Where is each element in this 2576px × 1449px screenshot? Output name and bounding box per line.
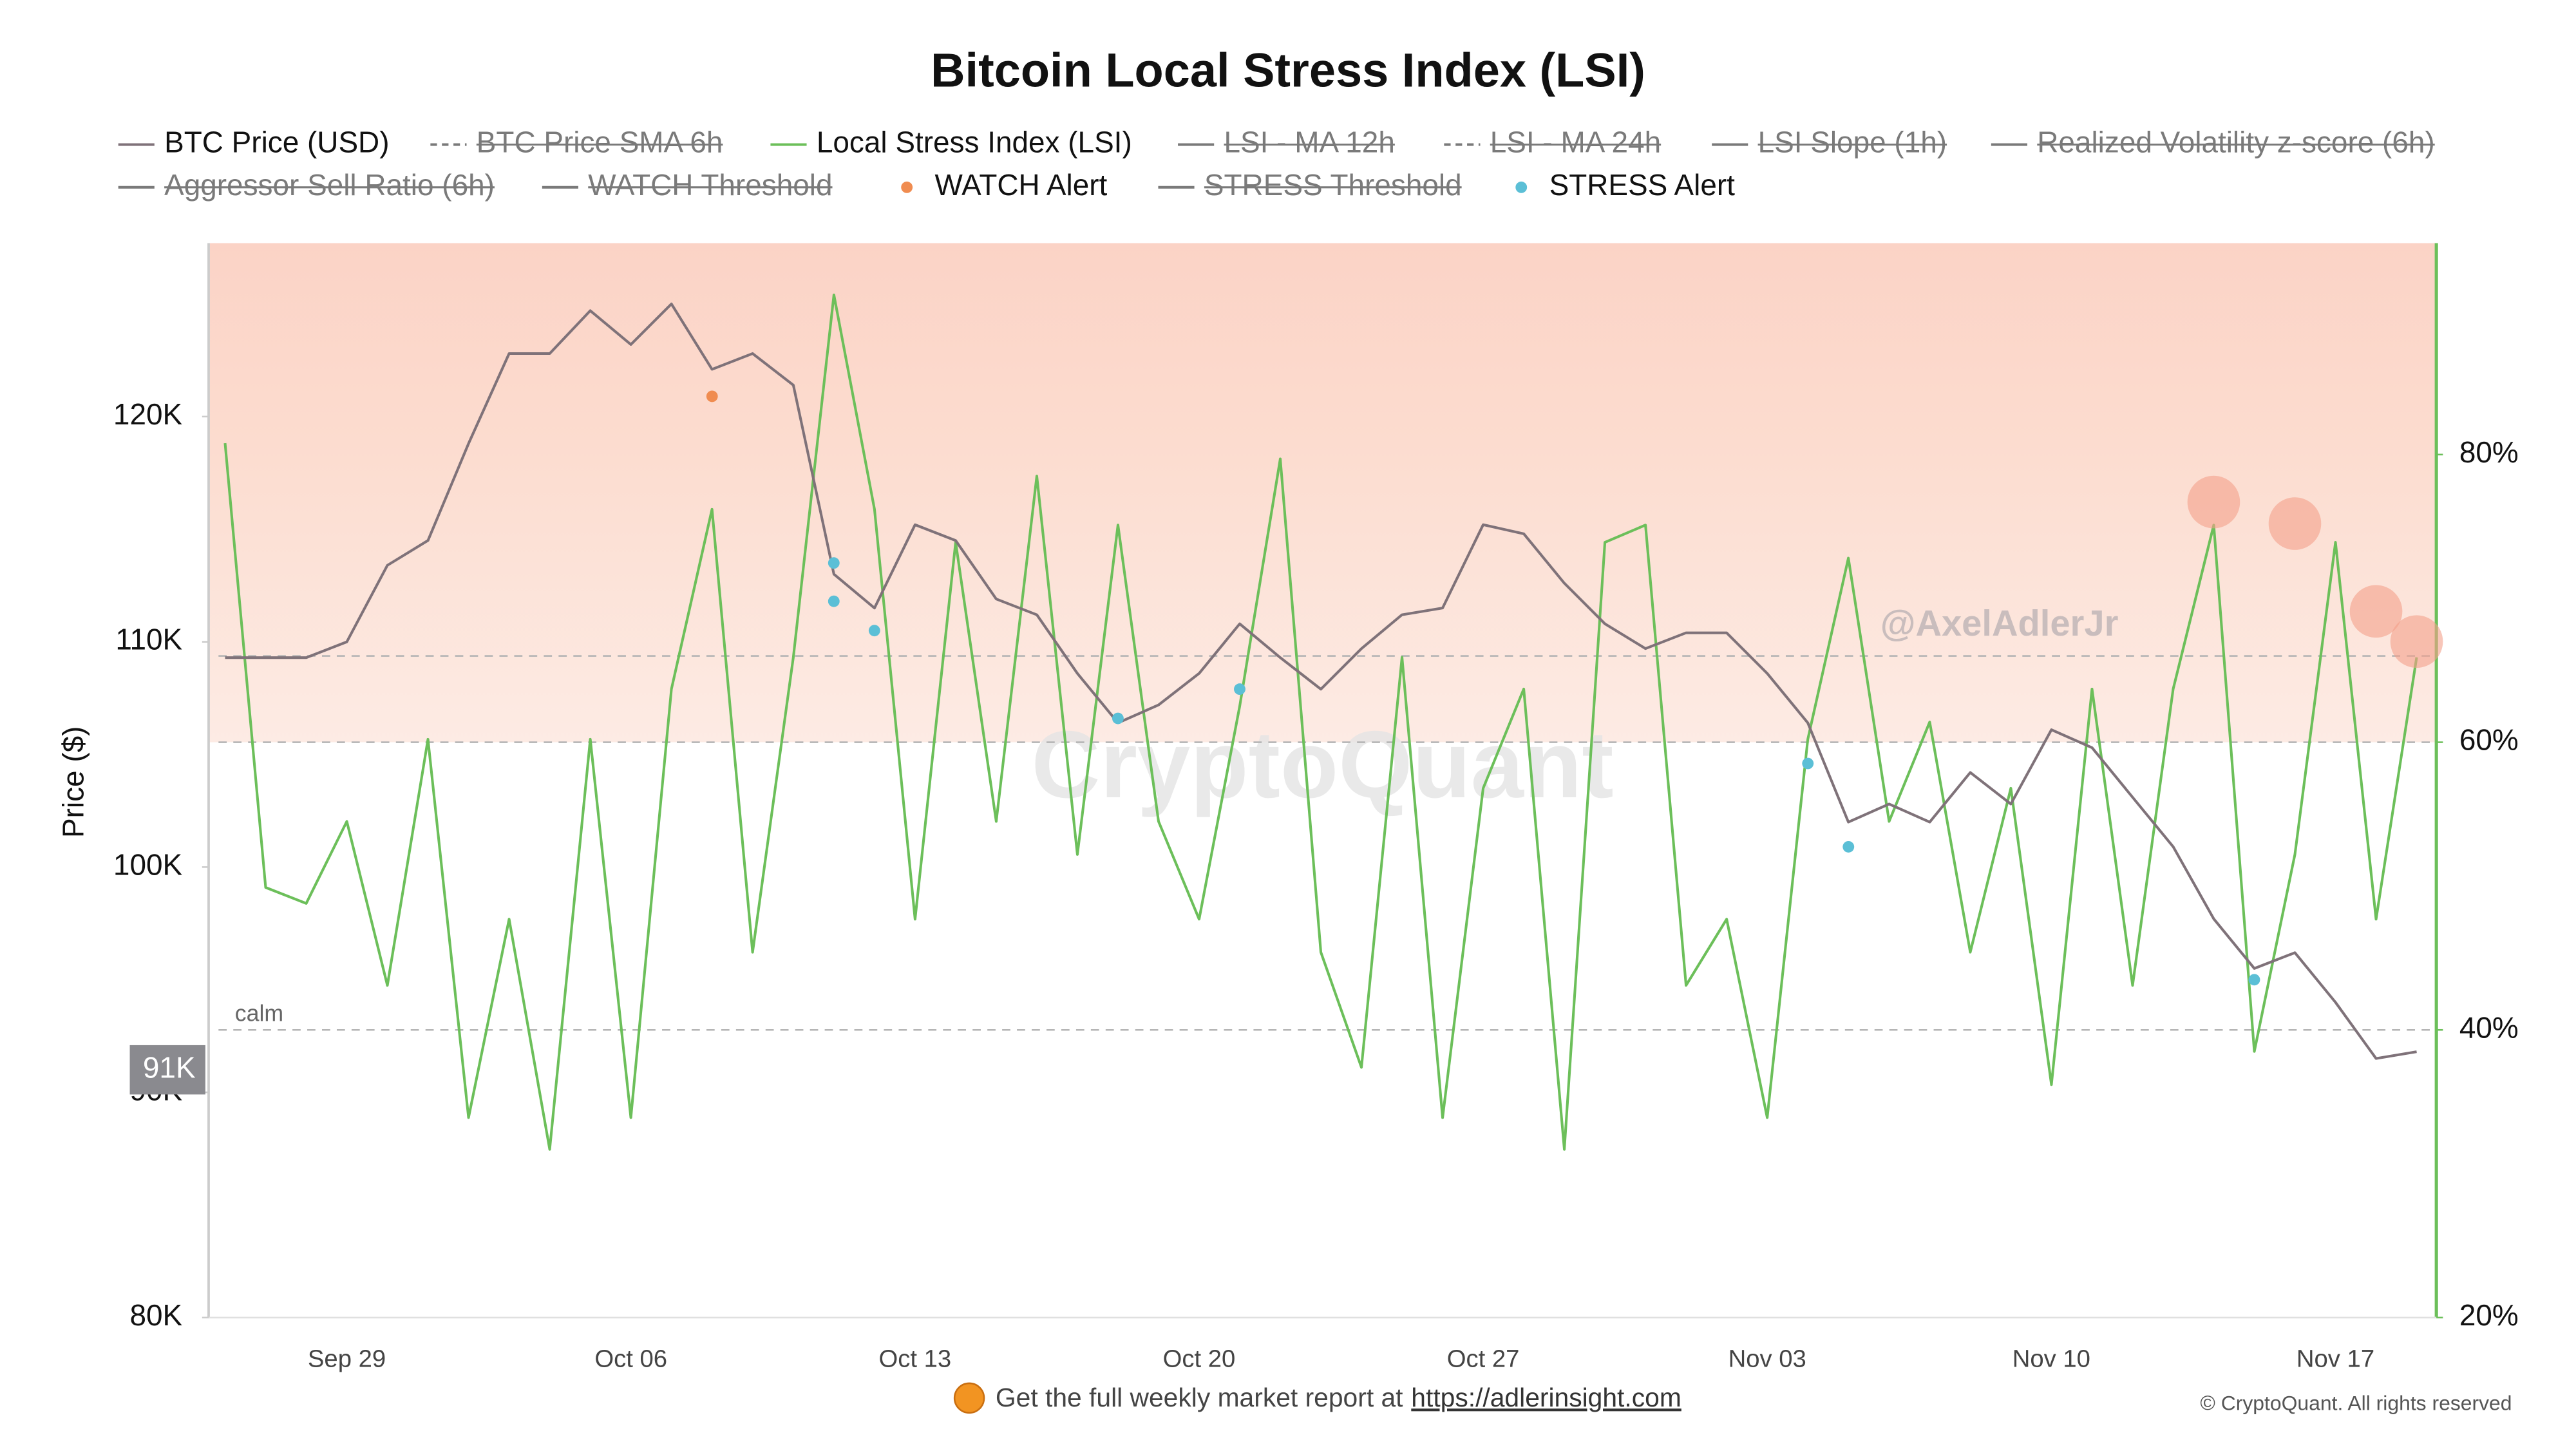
x-tick-label: Nov 10 [2012,1345,2090,1372]
legend-item[interactable]: WATCH Alert [901,168,1108,202]
alert-point [828,595,840,607]
legend-item[interactable]: Aggressor Sell Ratio (6h) [118,168,495,202]
y-tick-label: 120K [113,397,183,431]
alert-point [1802,757,1814,770]
x-tick-label: Nov 03 [1728,1345,1806,1372]
watermark: CryptoQuant [1032,712,1614,818]
x-tick-label: Sep 29 [308,1345,386,1372]
y-tick-label: 100K [113,848,183,882]
y2-tick-label: 60% [2459,723,2519,757]
legend-item[interactable]: STRESS Alert [1515,168,1735,202]
legend-item[interactable]: BTC Price (USD) [118,126,390,159]
reference-label: calm [235,1001,283,1027]
legend-label: LSI - MA 12h [1224,126,1395,159]
x-tick-label: Nov 17 [2297,1345,2374,1372]
copyright: © CryptoQuant. All rights reserved [2200,1392,2512,1415]
legend-label: LSI - MA 24h [1490,126,1661,159]
legend-label: BTC Price (USD) [164,126,389,159]
y2-tick-label: 20% [2459,1298,2519,1332]
last-price-box [129,1045,205,1095]
legend-item[interactable]: Realized Volatility z-score (6h) [1991,126,2435,159]
credit-watermark: @AxelAdlerJr [1880,603,2119,643]
legend-item[interactable]: WATCH Threshold [542,168,833,202]
legend-label: LSI Slope (1h) [1758,126,1947,159]
chart-title: Bitcoin Local Stress Index (LSI) [931,43,1645,97]
y-tick-label: 80K [129,1298,182,1332]
alert-point [868,625,880,637]
legend-label: Realized Volatility z-score (6h) [2037,126,2434,159]
legend-label: BTC Price SMA 6h [477,126,723,159]
legend-label: STRESS Threshold [1204,168,1462,202]
alert-point [1842,840,1855,853]
alert-point [828,557,840,569]
alert-point [1112,712,1124,724]
legend-label: STRESS Alert [1549,168,1736,202]
x-tick-label: Oct 27 [1447,1345,1520,1372]
legend-item[interactable]: STRESS Threshold [1158,168,1462,202]
legend-item[interactable]: Local Stress Index (LSI) [770,126,1132,159]
alert-point [1234,683,1245,696]
stress-zone [208,243,2437,743]
y-tick-label: 110K [115,623,182,656]
x-tick-label: Oct 13 [878,1345,951,1372]
footer-text: Get the full weekly market report at [996,1383,1403,1412]
last-price-label: 91K [143,1050,196,1084]
footer-link[interactable]: https://adlerinsight.com [1411,1383,1681,1412]
legend-label: WATCH Alert [935,168,1108,202]
x-tick-label: Oct 20 [1163,1345,1236,1372]
legend-item[interactable]: LSI Slope (1h) [1712,126,1947,159]
y2-tick-label: 40% [2459,1010,2519,1044]
alert-point [706,390,718,402]
legend-label: Local Stress Index (LSI) [817,126,1132,159]
legend-item[interactable]: BTC Price SMA 6h [430,126,723,159]
legend-item[interactable]: LSI - MA 12h [1178,126,1395,159]
legend-item[interactable]: LSI - MA 24h [1444,126,1662,159]
highlight-marker [2268,497,2322,550]
y-axis-label: Price ($) [56,726,90,838]
highlight-marker [2349,585,2403,638]
footer-icon [953,1382,985,1414]
series-line [223,293,2418,1151]
legend-label: Aggressor Sell Ratio (6h) [164,168,495,202]
series-line [225,302,2417,1060]
x-tick-label: Oct 06 [594,1345,667,1372]
highlight-marker [2187,475,2240,529]
legend-label: WATCH Threshold [588,168,832,202]
alert-point [2248,974,2260,986]
legend-symbol [901,181,913,193]
legend-symbol [1515,181,1528,193]
highlight-marker [2390,615,2443,668]
y2-tick-label: 80% [2459,435,2519,469]
